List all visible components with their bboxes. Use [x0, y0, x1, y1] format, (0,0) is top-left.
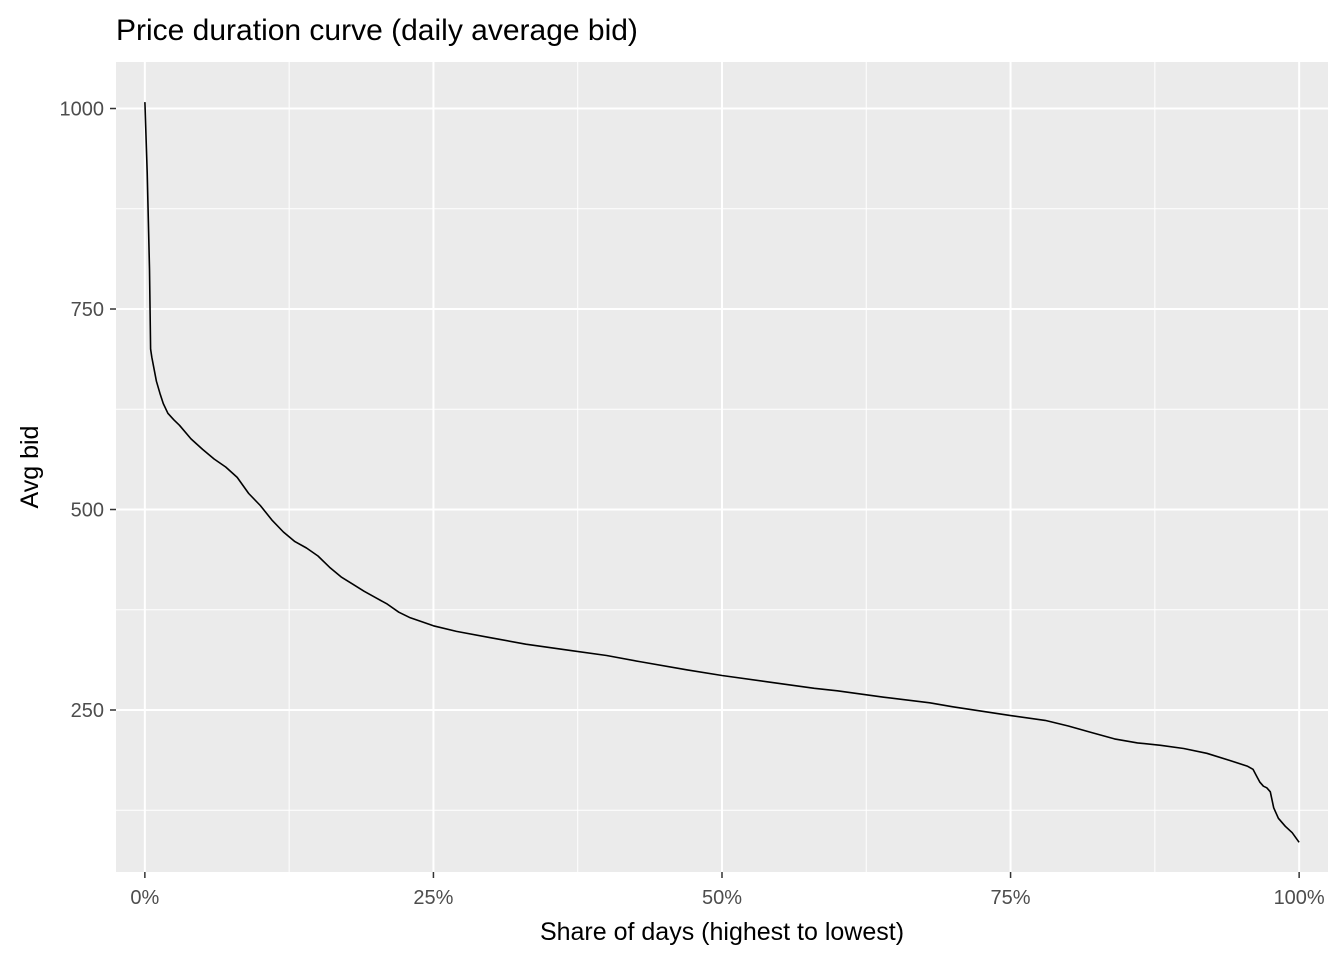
x-axis-title: Share of days (highest to lowest)	[540, 918, 904, 946]
y-tick-label: 1000	[60, 99, 105, 121]
y-tick-label: 750	[71, 299, 104, 321]
major-gridlines	[116, 62, 1328, 872]
x-tick-label: 25%	[413, 887, 453, 909]
x-axis-ticks: 0% 25% 50% 75% 100%	[130, 872, 1325, 909]
y-tick-label: 250	[71, 700, 104, 722]
y-axis-title: Avg bid	[16, 426, 44, 509]
x-tick-label: 0%	[130, 887, 159, 909]
y-axis-ticks: 250 500 750 1000	[60, 99, 116, 722]
x-tick-label: 75%	[991, 887, 1031, 909]
chart-title: Price duration curve (daily average bid)	[116, 14, 638, 47]
x-tick-label: 100%	[1274, 887, 1325, 909]
y-tick-label: 500	[71, 500, 104, 522]
x-tick-label: 50%	[702, 887, 742, 909]
series-line	[144, 102, 1300, 843]
